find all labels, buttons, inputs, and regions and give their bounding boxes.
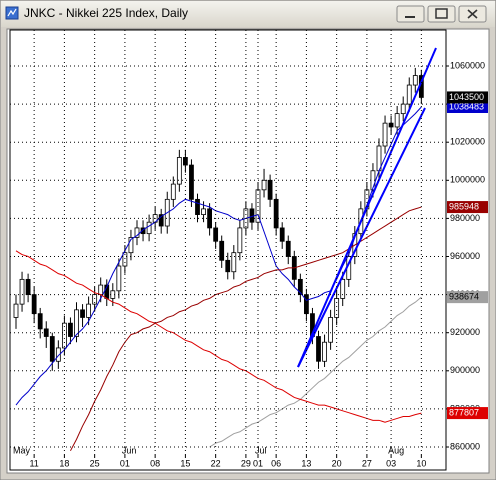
y-tick-label: 1000000 — [450, 175, 485, 185]
trend-lines — [297, 47, 437, 368]
plot-frame — [9, 29, 447, 471]
x-tick-label: 06 — [271, 458, 281, 468]
candle-body — [170, 183, 176, 200]
candle-body — [55, 347, 61, 362]
candle-body — [140, 227, 146, 235]
candle-body — [316, 336, 321, 362]
window-title: JNKC - Nikkei 225 Index, Daily — [24, 6, 188, 20]
candle-body — [68, 322, 73, 337]
candle-body — [74, 309, 79, 337]
candle-body — [394, 113, 400, 128]
candle-body — [279, 227, 285, 242]
trend-line — [297, 107, 426, 368]
candle-body — [267, 179, 273, 200]
price-label-box — [447, 91, 488, 104]
month-label: Jun — [122, 445, 137, 455]
candle-body — [297, 278, 303, 296]
month-label: Aug — [388, 445, 404, 455]
candle-body — [237, 227, 243, 254]
maximize-button[interactable] — [427, 5, 456, 23]
price-label: 1043500 — [449, 92, 484, 102]
x-tick-label: 10 — [416, 458, 426, 468]
ma-line — [209, 296, 422, 448]
y-tick-label: 860000 — [450, 441, 480, 451]
chart-area — [6, 28, 490, 474]
x-tick-label: 25 — [90, 458, 100, 468]
x-tick-label: 29 — [241, 458, 251, 468]
candle-body — [80, 309, 85, 318]
x-tick-label: 01 — [120, 458, 130, 468]
ma-line — [70, 206, 422, 452]
candle-body — [128, 237, 134, 254]
maximize-icon — [435, 8, 448, 19]
x-tick-label: 15 — [180, 458, 190, 468]
close-icon — [467, 9, 478, 19]
ma-line — [15, 250, 422, 423]
candle-body — [146, 221, 152, 235]
candle-body — [273, 198, 279, 229]
month-label: Jul — [255, 445, 267, 455]
price-label: 985948 — [449, 201, 479, 211]
y-tick-label: 1020000 — [450, 137, 485, 147]
price-label-box — [447, 407, 488, 420]
candle-body — [182, 157, 188, 166]
candle-body — [49, 336, 55, 362]
month-label: May — [13, 445, 31, 455]
candle-body — [340, 278, 346, 299]
x-tick-label: 11 — [29, 458, 38, 468]
x-tick-label: 18 — [59, 458, 69, 468]
x-tick-label: 01 — [253, 458, 263, 468]
candle-body — [400, 103, 406, 115]
x-tick-label: 03 — [386, 458, 396, 468]
price-label: 1038483 — [449, 101, 484, 111]
minimize-button[interactable] — [396, 5, 425, 23]
x-tick-label: 27 — [362, 458, 372, 468]
candle-body — [219, 240, 225, 261]
candle-body — [285, 240, 291, 257]
candle-body — [195, 198, 200, 215]
candle-body — [62, 322, 67, 349]
candle-body — [261, 179, 267, 191]
candle-body — [86, 303, 91, 318]
y-tick-label: 960000 — [450, 251, 480, 261]
candle-body — [19, 278, 25, 305]
price-label-box — [447, 291, 488, 304]
window-buttons — [396, 5, 487, 23]
x-tick-label: 22 — [211, 458, 221, 468]
candle-body — [406, 84, 412, 105]
candle-body — [412, 75, 418, 86]
candle-body — [201, 208, 206, 215]
y-tick-label: 1060000 — [450, 60, 485, 70]
y-tick-label: 920000 — [450, 327, 480, 337]
price-label: 877807 — [449, 407, 479, 417]
candle-body — [322, 341, 327, 362]
x-tick-label: 13 — [301, 458, 311, 468]
candle-body — [98, 284, 104, 296]
trend-line — [297, 47, 437, 368]
candle-body — [189, 164, 194, 200]
candle-body — [134, 227, 140, 238]
candle-body — [225, 259, 231, 273]
x-tick-label: 20 — [332, 458, 342, 468]
candle-body — [382, 122, 388, 147]
candle-body — [116, 265, 122, 292]
candle-body — [231, 252, 237, 273]
price-label-box — [447, 100, 488, 113]
price-label: 938674 — [449, 292, 479, 302]
price-label-box — [447, 201, 488, 214]
candle-body — [207, 208, 213, 229]
candle-body — [328, 317, 334, 343]
candle-body — [37, 313, 43, 330]
candle-body — [13, 303, 19, 318]
candle-body — [176, 157, 182, 185]
candle-body — [25, 278, 31, 296]
x-tick-label: 08 — [150, 458, 160, 468]
window-icon — [7, 8, 17, 17]
candle-body — [158, 214, 164, 227]
y-tick-label: 980000 — [450, 213, 480, 223]
y-tick-label: 900000 — [450, 365, 480, 375]
